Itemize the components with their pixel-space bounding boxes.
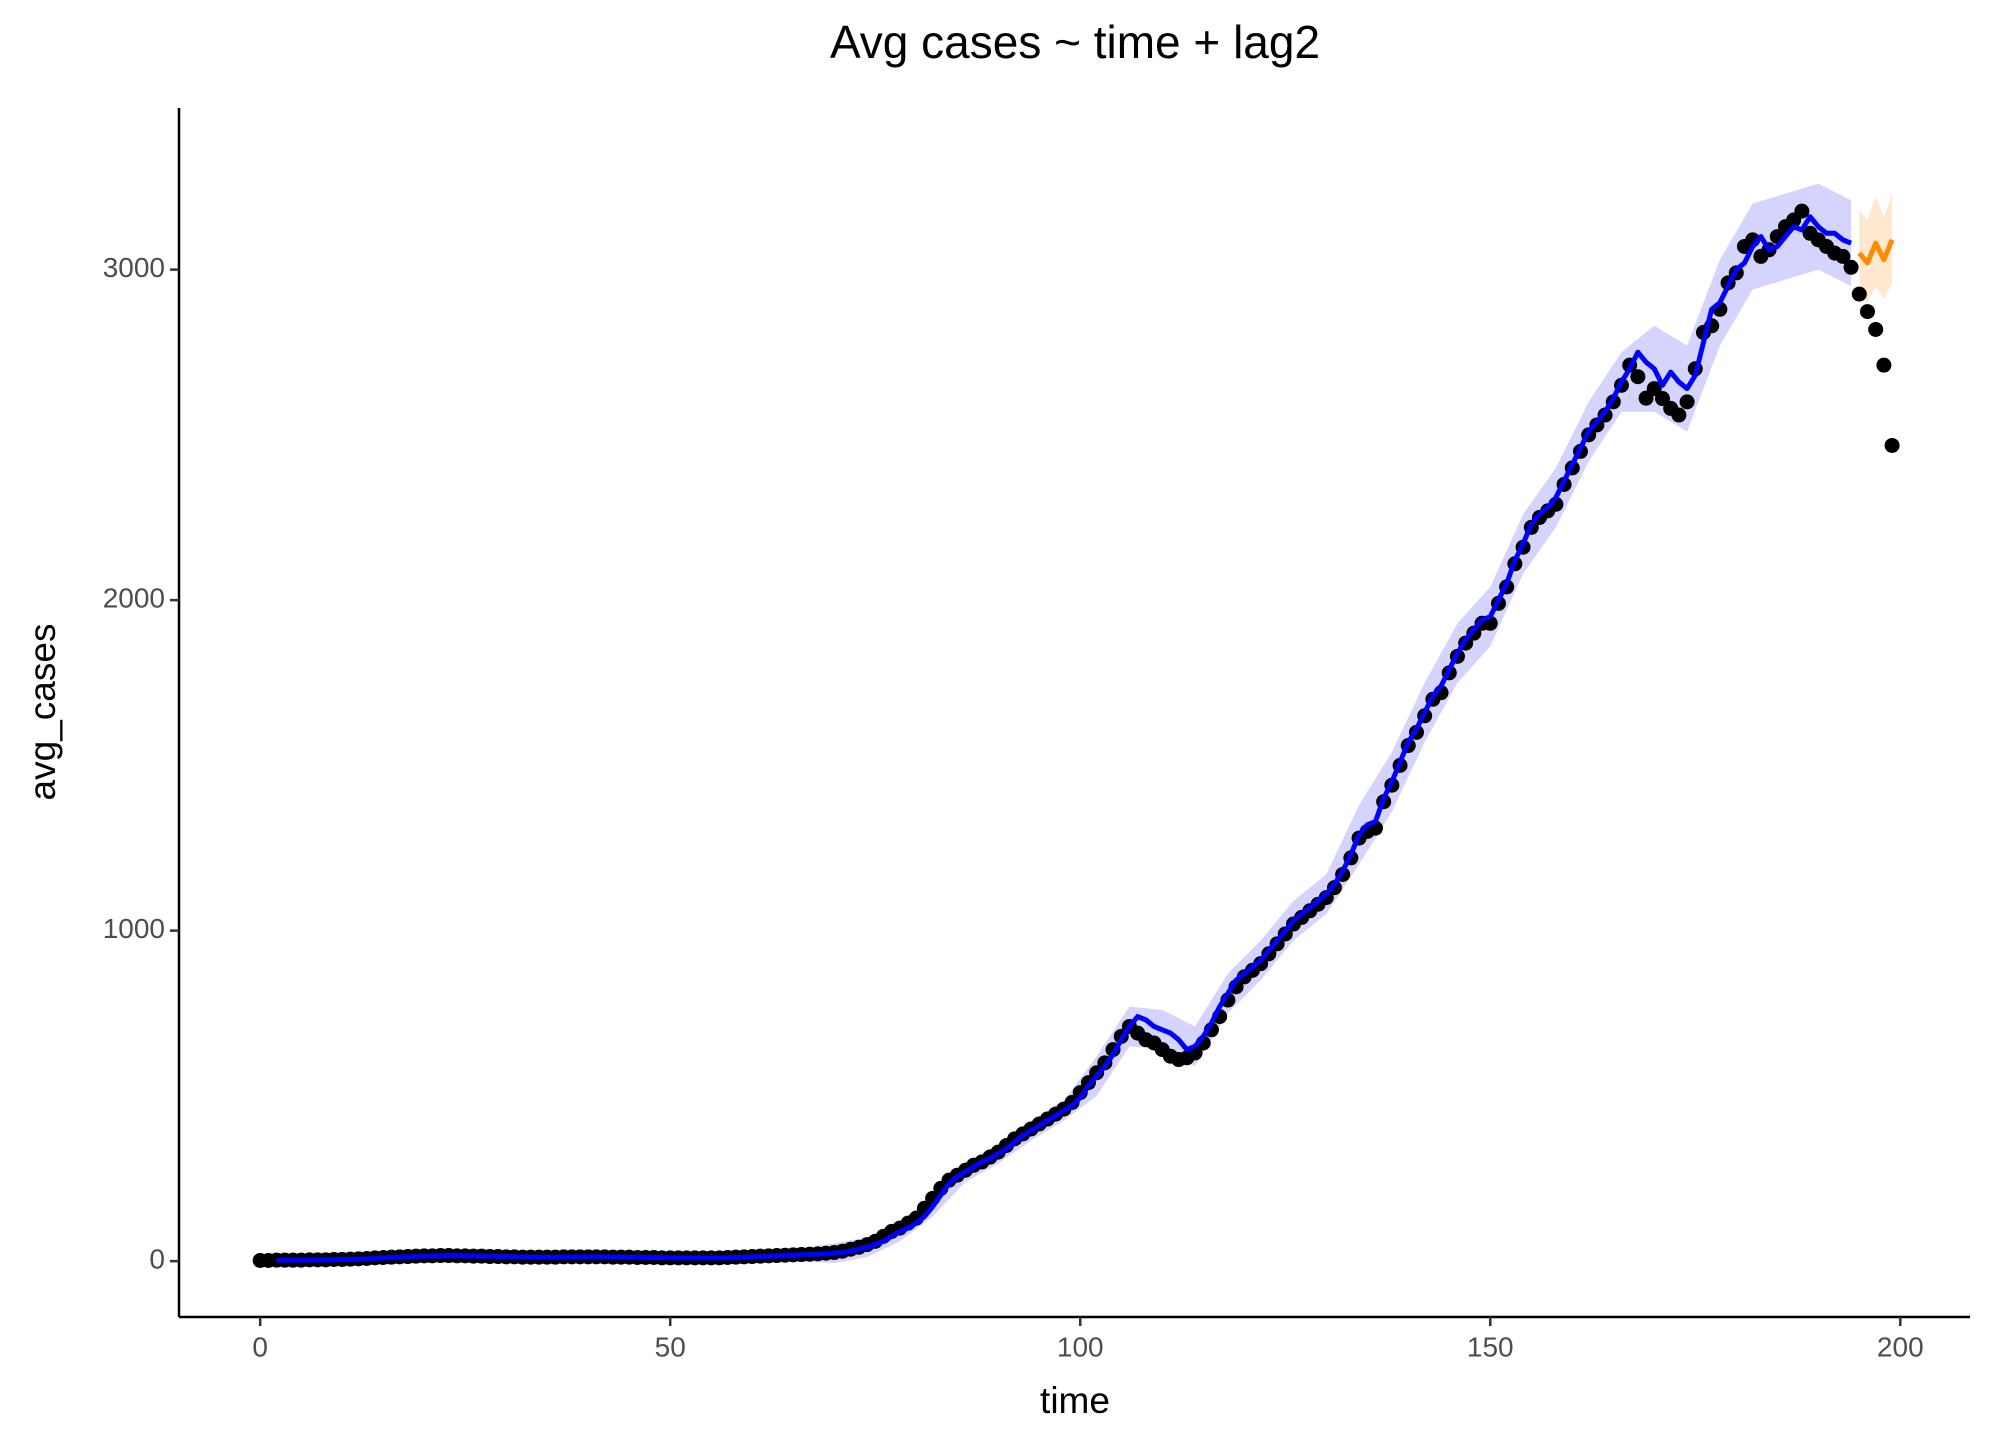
data-point <box>1843 259 1859 275</box>
y-tick-label: 0 <box>149 1244 165 1275</box>
data-point <box>1646 381 1662 397</box>
data-point <box>1794 203 1810 219</box>
data-point <box>1851 286 1867 302</box>
y-tick-label: 3000 <box>103 252 165 283</box>
data-point <box>1679 394 1695 410</box>
y-tick-label: 2000 <box>103 583 165 614</box>
data-point <box>1253 956 1269 972</box>
x-tick-label: 50 <box>655 1331 686 1362</box>
x-tick-label: 100 <box>1057 1331 1104 1362</box>
y-axis-title: avg_cases <box>22 624 63 801</box>
x-tick-label: 150 <box>1467 1331 1514 1362</box>
data-point <box>1654 391 1670 407</box>
data-point <box>1835 248 1851 264</box>
data-point <box>1671 407 1687 423</box>
data-point <box>1859 304 1875 320</box>
chart-title: Avg cases ~ time + lag2 <box>830 16 1320 68</box>
fit-line <box>1857 238 1895 266</box>
plot-area <box>252 183 1900 1268</box>
fit-line <box>276 214 1853 1263</box>
x-tick-label: 0 <box>252 1331 268 1362</box>
data-point <box>1318 890 1334 906</box>
data-point <box>1630 369 1646 385</box>
x-tick-label: 200 <box>1877 1331 1924 1362</box>
data-point <box>1884 437 1900 453</box>
x-axis-title: time <box>1040 1380 1110 1421</box>
data-point <box>1876 357 1892 373</box>
y-tick-label: 1000 <box>103 913 165 944</box>
data-point <box>1868 321 1884 337</box>
